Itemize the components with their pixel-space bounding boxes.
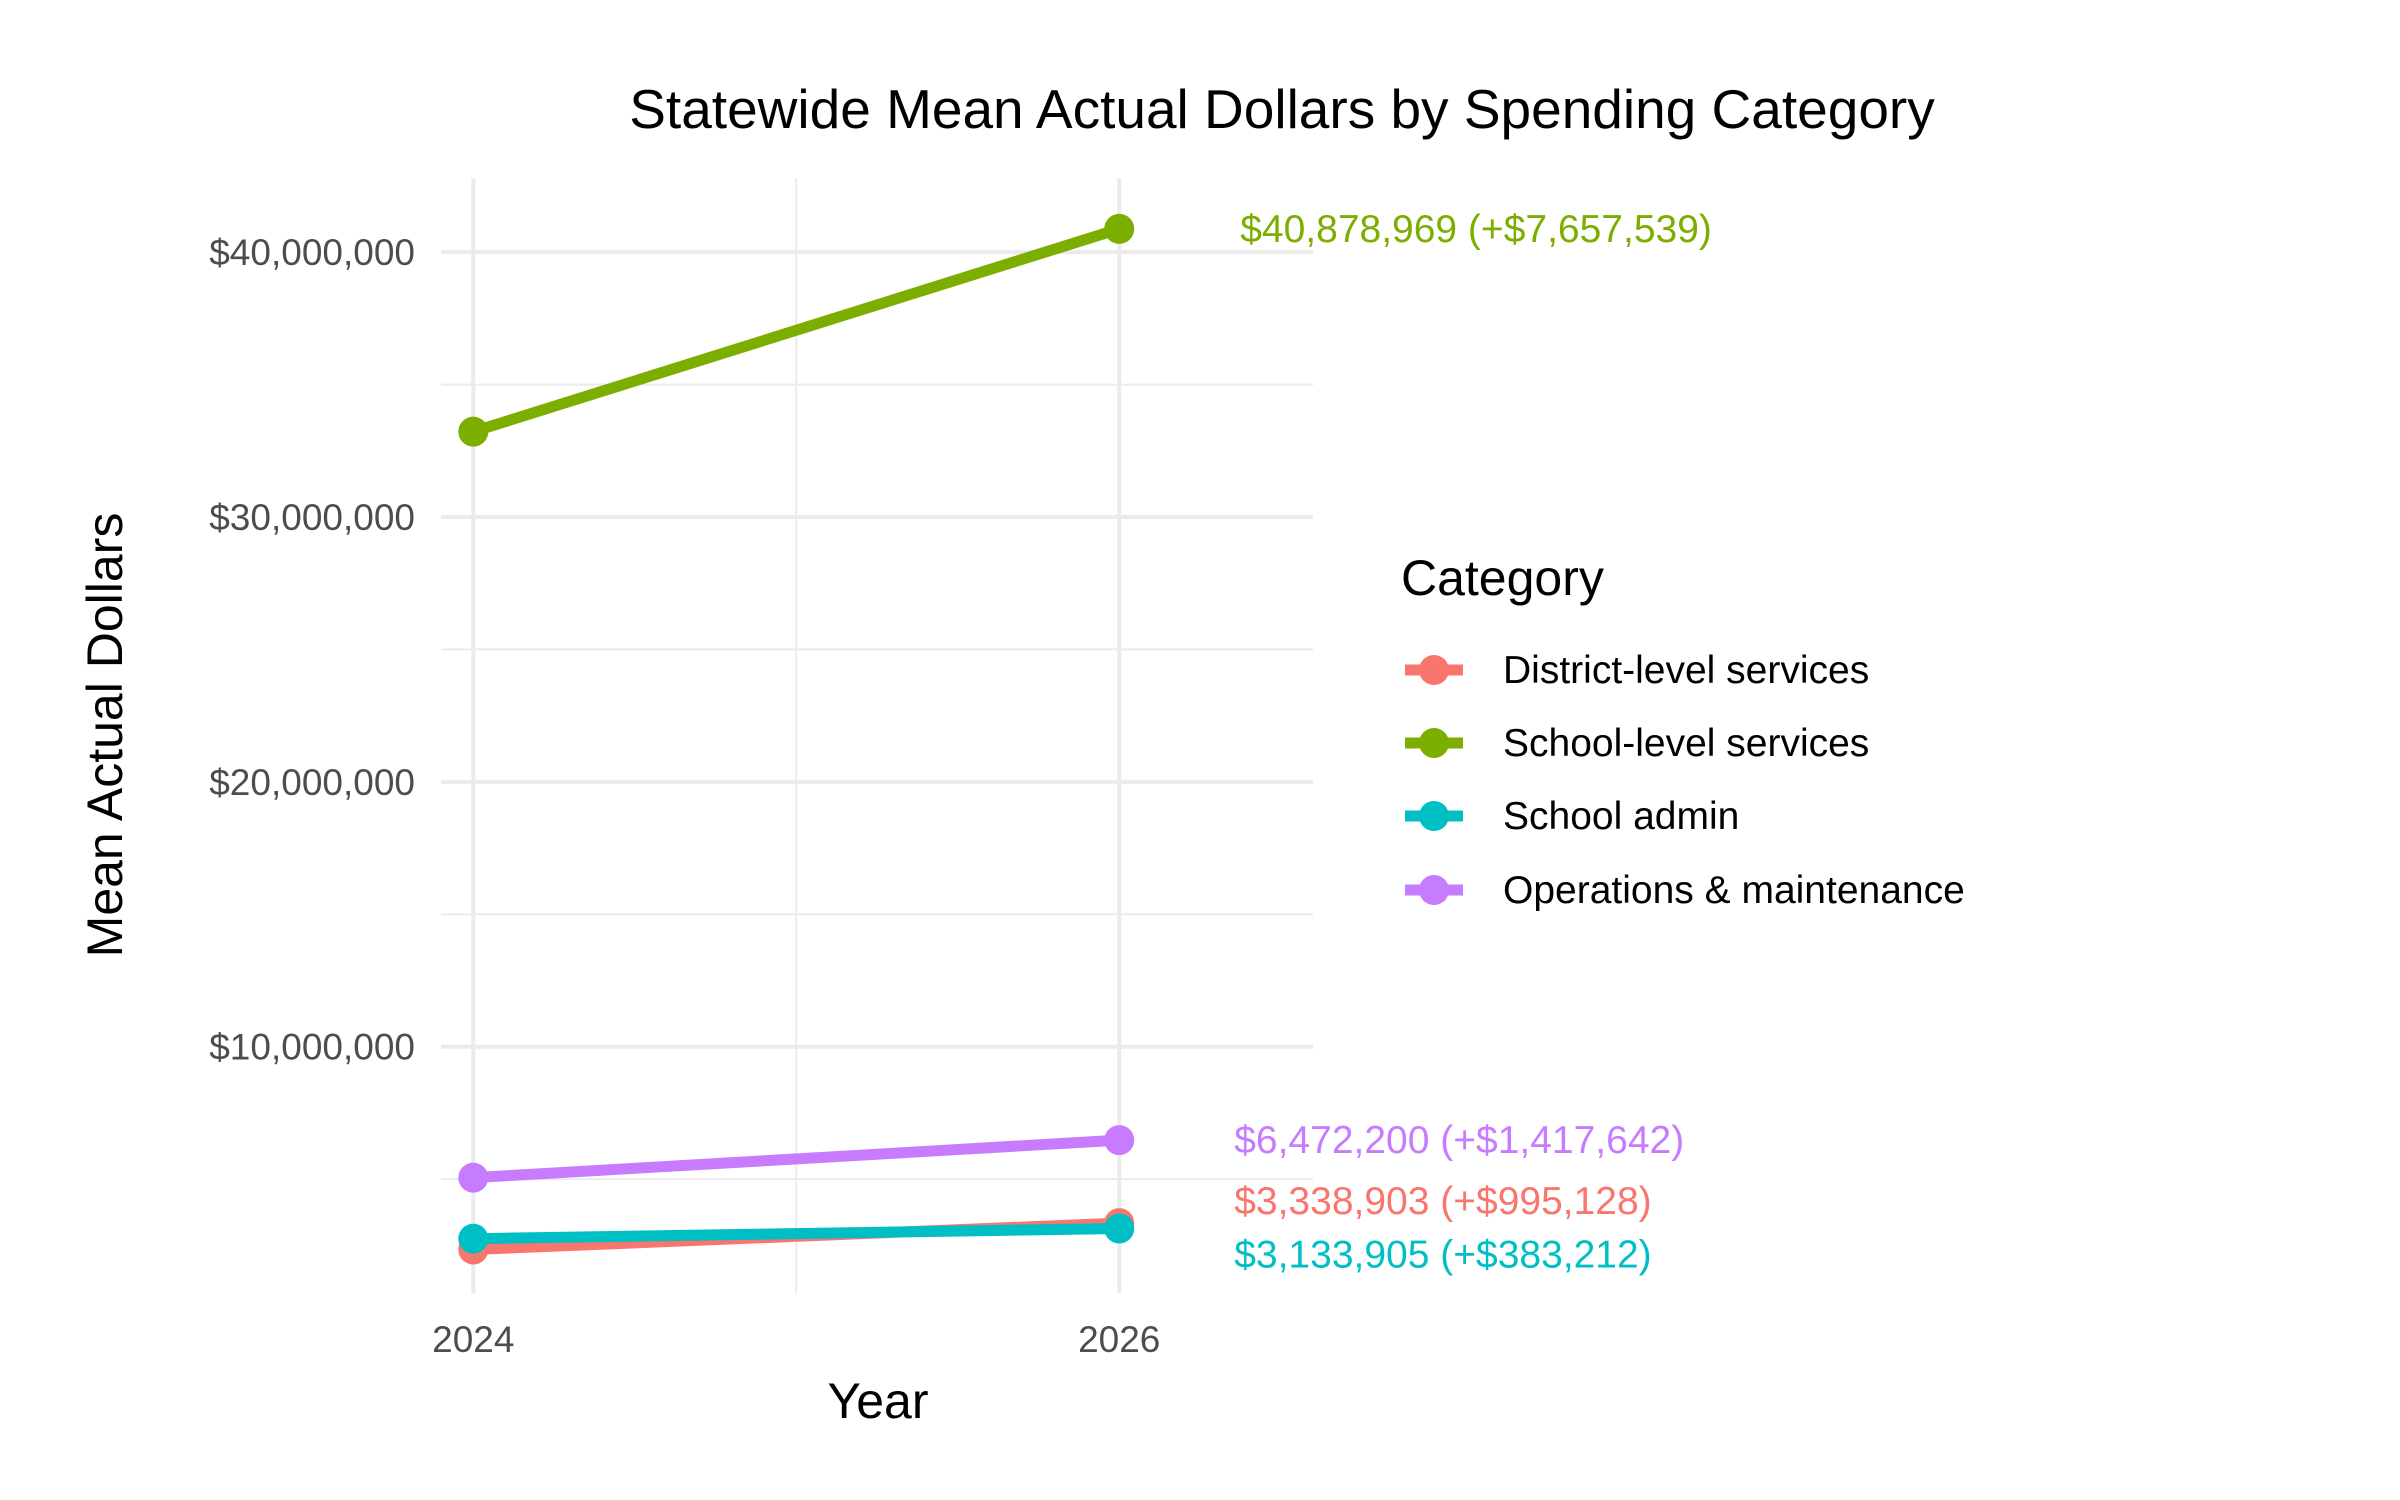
data-label: $3,338,903 (+$995,128) (1234, 1180, 1651, 1223)
x-tick-label: 2024 (432, 1319, 514, 1360)
data-label: $3,133,905 (+$383,212) (1234, 1234, 1651, 1277)
series-line (471, 223, 1121, 437)
y-tick-label: $40,000,000 (209, 232, 415, 273)
data-point (458, 1162, 489, 1193)
data-labels: $3,338,903 (+$995,128) $40,878,969 (+$7,6… (1234, 208, 1712, 1277)
data-point (1104, 1125, 1135, 1156)
y-tick-label: $30,000,000 (209, 497, 415, 538)
series-line (472, 1134, 1120, 1184)
series-line (473, 1223, 1120, 1245)
legend-label: School-level services (1503, 722, 1869, 765)
data-label: $40,878,969 (+$7,657,539) (1240, 208, 1712, 251)
legend-label: District-level services (1503, 649, 1869, 692)
data-point (458, 416, 489, 447)
legend-label: Operations & maintenance (1503, 869, 1965, 912)
legend-title: Category (1401, 550, 1604, 606)
legend-key-point-icon (1419, 728, 1449, 758)
x-axis: 2024 2026 (432, 1319, 1160, 1360)
legend-item: School-level services (1405, 722, 1869, 765)
legend: Category District-level services School-l… (1401, 550, 1965, 912)
x-axis-title: Year (827, 1373, 928, 1429)
y-tick-label: $20,000,000 (209, 762, 415, 803)
legend-label: School admin (1503, 795, 1739, 838)
data-point (458, 1223, 489, 1254)
y-axis-title: Mean Actual Dollars (77, 513, 133, 958)
legend-key-point-icon (1419, 655, 1449, 685)
y-tick-label: $10,000,000 (209, 1027, 415, 1068)
data-point (1104, 1213, 1135, 1244)
x-tick-label: 2026 (1078, 1319, 1160, 1360)
legend-key-point-icon (1419, 801, 1449, 831)
legend-key-point-icon (1419, 875, 1449, 905)
data-label: $6,472,200 (+$1,417,642) (1234, 1119, 1684, 1162)
legend-item: School admin (1405, 795, 1739, 838)
legend-item: District-level services (1405, 649, 1869, 692)
data-point (1104, 213, 1135, 244)
y-axis: $10,000,000 $20,000,000 $30,000,000 $40,000… (209, 232, 415, 1068)
series-lines (458, 213, 1135, 1265)
legend-item: Operations & maintenance (1405, 869, 1965, 912)
grid (441, 178, 1313, 1293)
chart-title: Statewide Mean Actual Dollars by Spendin… (629, 78, 1935, 140)
